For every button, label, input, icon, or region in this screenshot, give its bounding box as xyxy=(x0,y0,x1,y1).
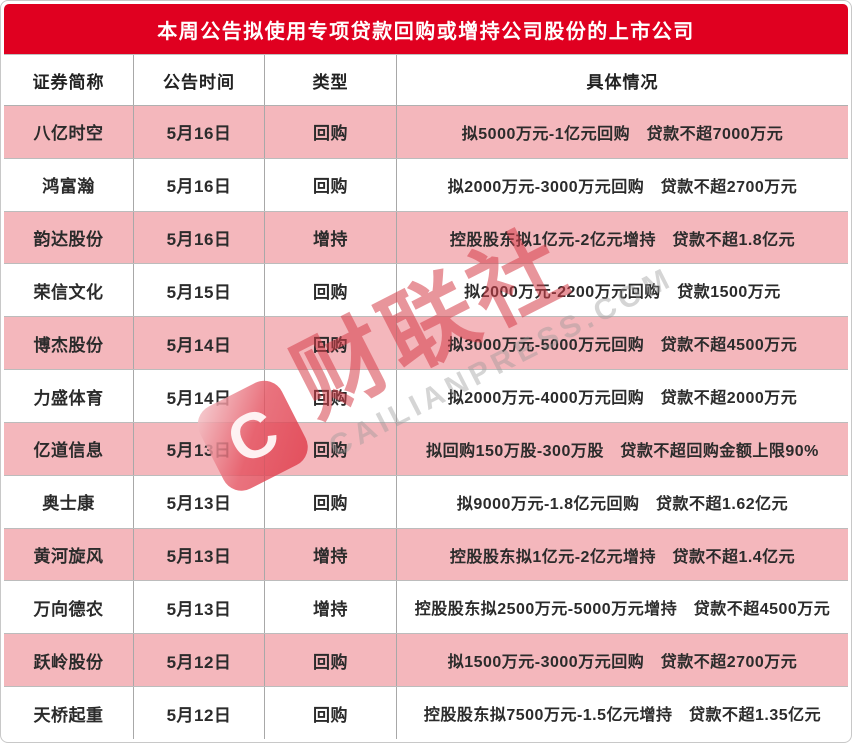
cell-security-name: 鸿富瀚 xyxy=(4,158,134,211)
cell-announce-date: 5月16日 xyxy=(134,106,265,158)
cell-detail: 拟3000万元-5000万元回购 贷款不超4500万元 xyxy=(447,337,798,355)
table-row: 万向德农 5月13日 增持 控股股东拟2500万元-5000万元增持 贷款不超4… xyxy=(4,581,848,635)
title-bar: 本周公告拟使用专项贷款回购或增持公司股份的上市公司 xyxy=(4,4,848,55)
cell-announce-date: 5月13日 xyxy=(134,422,265,475)
column-header-type: 类型 xyxy=(265,55,397,105)
column-header-name: 证券简称 xyxy=(4,55,134,105)
cell-security-name: 亿道信息 xyxy=(4,422,134,475)
cell-detail: 拟2000万元-3000万元回购 贷款不超2700万元 xyxy=(447,178,798,196)
cell-announce-date: 5月16日 xyxy=(134,211,265,264)
cell-announce-date: 5月14日 xyxy=(134,317,265,370)
cell-announce-date: 5月13日 xyxy=(134,581,265,634)
cell-security-name: 万向德农 xyxy=(4,581,134,634)
cell-detail: 控股股东拟7500万元-1.5亿元增持 贷款不超1.35亿元 xyxy=(423,707,822,725)
cell-detail: 拟2000万元-4000万元回购 贷款不超2000万元 xyxy=(447,390,798,408)
cell-announce-date: 5月13日 xyxy=(134,528,265,581)
table-row: 博杰股份 5月14日 回购 拟3000万元-5000万元回购 贷款不超4500万… xyxy=(4,317,848,371)
table-row: 亿道信息 5月13日 回购 拟回购150万股-300万股 贷款不超回购金额上限9… xyxy=(4,422,848,476)
cell-security-name: 八亿时空 xyxy=(4,106,134,158)
cell-detail: 拟2000万元-2200万元回购 贷款1500万元 xyxy=(464,284,781,302)
cell-security-name: 跃岭股份 xyxy=(4,634,134,687)
cell-security-name: 荣信文化 xyxy=(4,264,134,317)
column-header-detail: 具体情况 xyxy=(586,72,659,92)
cell-announce-date: 5月12日 xyxy=(134,687,265,739)
cell-type: 回购 xyxy=(265,106,397,158)
cell-type: 回购 xyxy=(265,687,397,739)
table-row: 天桥起重 5月12日 回购 控股股东拟7500万元-1.5亿元增持 贷款不超1.… xyxy=(4,687,848,739)
cell-type: 回购 xyxy=(265,634,397,687)
cell-detail: 控股股东拟2500万元-5000万元增持 贷款不超4500万元 xyxy=(414,601,831,619)
cell-type: 回购 xyxy=(265,317,397,370)
cell-security-name: 博杰股份 xyxy=(4,317,134,370)
table-row: 韵达股份 5月16日 增持 控股股东拟1亿元-2亿元增持 贷款不超1.8亿元 xyxy=(4,211,848,265)
cell-type: 回购 xyxy=(265,475,397,528)
column-header-date: 公告时间 xyxy=(134,55,265,105)
cell-type: 增持 xyxy=(265,528,397,581)
table-row: 荣信文化 5月15日 回购 拟2000万元-2200万元回购 贷款1500万元 xyxy=(4,264,848,318)
cell-type: 回购 xyxy=(265,422,397,475)
table-row: 黄河旋风 5月13日 增持 控股股东拟1亿元-2亿元增持 贷款不超1.4亿元 xyxy=(4,528,848,582)
cell-detail: 控股股东拟1亿元-2亿元增持 贷款不超1.8亿元 xyxy=(449,231,796,249)
cell-type: 回购 xyxy=(265,158,397,211)
cell-type: 回购 xyxy=(265,264,397,317)
cell-security-name: 黄河旋风 xyxy=(4,528,134,581)
table-row: 鸿富瀚 5月16日 回购 拟2000万元-3000万元回购 贷款不超2700万元 xyxy=(4,158,848,212)
cell-type: 回购 xyxy=(265,370,397,422)
cell-detail: 拟5000万元-1亿元回购 贷款不超7000万元 xyxy=(461,125,784,143)
cell-detail: 拟回购150万股-300万股 贷款不超回购金额上限90% xyxy=(426,442,819,460)
table-row: 力盛体育 5月14日 回购 拟2000万元-4000万元回购 贷款不超2000万… xyxy=(4,370,848,423)
cell-security-name: 天桥起重 xyxy=(4,687,134,739)
table-header-row: 证券简称 公告时间 类型 具体情况 xyxy=(4,55,848,106)
cell-detail: 控股股东拟1亿元-2亿元增持 贷款不超1.4亿元 xyxy=(449,548,796,566)
cell-announce-date: 5月12日 xyxy=(134,634,265,687)
cell-type: 增持 xyxy=(265,581,397,634)
cell-detail: 拟9000万元-1.8亿元回购 贷款不超1.62亿元 xyxy=(456,495,789,513)
cell-announce-date: 5月14日 xyxy=(134,370,265,422)
cell-detail: 拟1500万元-3000万元回购 贷款不超2700万元 xyxy=(447,654,798,672)
table-row: 奥士康 5月13日 回购 拟9000万元-1.8亿元回购 贷款不超1.62亿元 xyxy=(4,475,848,529)
cell-announce-date: 5月15日 xyxy=(134,264,265,317)
table-body: 八亿时空 5月16日 回购 拟5000万元-1亿元回购 贷款不超7000万元 鸿… xyxy=(4,106,848,739)
cell-security-name: 力盛体育 xyxy=(4,370,134,422)
page-title: 本周公告拟使用专项贷款回购或增持公司股份的上市公司 xyxy=(157,20,695,43)
cell-security-name: 奥士康 xyxy=(4,475,134,528)
table-row: 八亿时空 5月16日 回购 拟5000万元-1亿元回购 贷款不超7000万元 xyxy=(4,106,848,159)
cell-announce-date: 5月13日 xyxy=(134,475,265,528)
cell-announce-date: 5月16日 xyxy=(134,158,265,211)
cell-security-name: 韵达股份 xyxy=(4,211,134,264)
cell-type: 增持 xyxy=(265,211,397,264)
table-row: 跃岭股份 5月12日 回购 拟1500万元-3000万元回购 贷款不超2700万… xyxy=(4,634,848,688)
